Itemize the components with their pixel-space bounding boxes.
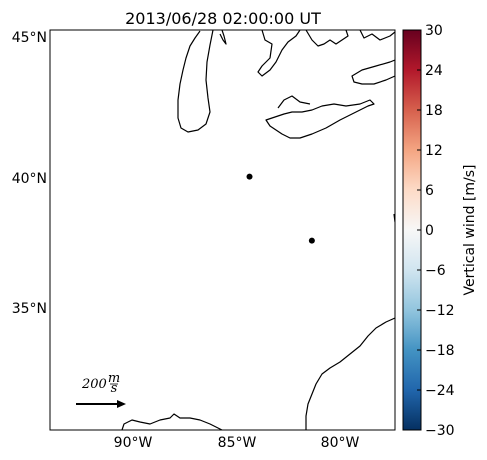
colorbar-ticks: 30 24 18 12 6 0 −6 −12 −18 −24 −30 [417,23,455,439]
northern-shoreline [359,30,395,41]
quiver-key-value: 200 [81,377,107,392]
colorbar-tick-label: −6 [425,263,446,279]
colorbar-tick-label: 24 [425,63,443,79]
lon-label-90w: 90°W [114,435,153,451]
map-panel: 200 m s 45°N 40°N 35°N 90°W 85°W 80°W [12,29,396,451]
green-bay-outline [219,30,227,45]
colorbar-tick-label: 30 [425,23,443,39]
lake-ontario-outline [351,59,395,85]
lat-label-40: 40°N [12,171,47,187]
colorbar-tick-label: 12 [425,143,443,159]
atlantic-coastline [305,317,395,430]
colorbar-tick-label: −12 [425,303,455,319]
colorbar-tick-label: 0 [425,223,434,239]
lat-label-45: 45°N [12,30,47,46]
georgian-bay-outline [305,30,349,47]
map-title: 2013/06/28 02:00:00 UT [125,9,321,28]
coastlines [121,30,395,430]
quiver-key-arrow-head [117,400,126,408]
stations-layer [246,173,315,244]
quiver-key-unit-den: s [111,381,118,396]
lake-erie-outline [265,99,375,139]
station-dot [246,173,253,180]
map-background [50,30,395,430]
lat-labels: 45°N 40°N 35°N [12,30,47,317]
colorbar-tick-label: −24 [425,383,455,399]
colorbar-tick-label: 6 [425,183,434,199]
lat-label-35: 35°N [12,301,47,317]
lake-huron-outline [257,30,301,77]
station-dot [308,237,315,244]
colorbar-tick-label: −30 [425,423,455,439]
colorbar-label: Vertical wind [m/s] [462,165,478,296]
lon-labels: 90°W 85°W 80°W [114,435,360,451]
colorbar: 30 24 18 12 6 0 −6 −12 −18 −24 −30 Vertical wind [… [402,23,478,439]
map-frame [49,29,396,431]
colorbar-tick-label: −18 [425,343,455,359]
lake-erie-north-shore [277,95,311,109]
quiver-key-unit-num: m [108,371,120,386]
lake-michigan-outline [177,30,214,133]
colorbar-tick-label: 18 [425,103,443,119]
quiver-key: 200 m s [76,371,126,408]
gulf-coastline [121,413,223,430]
lon-label-85w: 85°W [218,435,257,451]
lon-label-80w: 80°W [321,435,360,451]
